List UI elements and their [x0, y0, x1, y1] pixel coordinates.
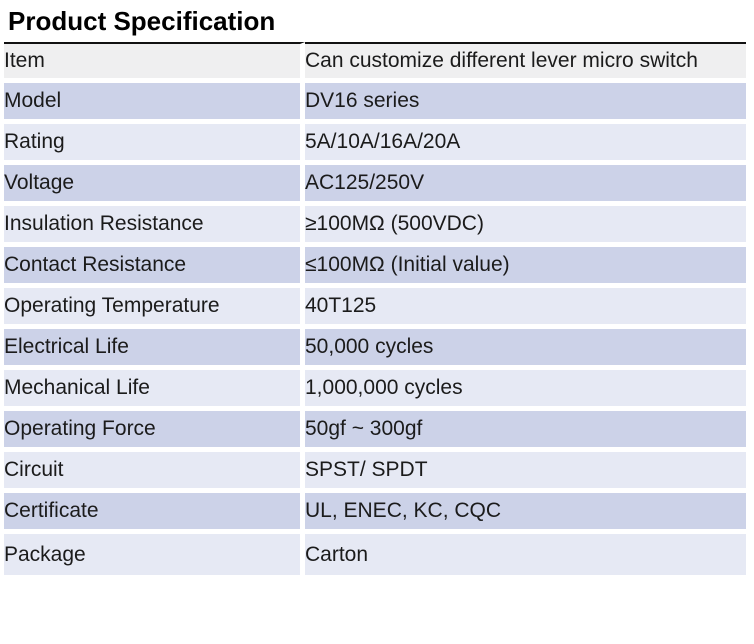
- spec-value: AC125/250V: [305, 165, 746, 207]
- table-row: Circuit SPST/ SPDT: [4, 452, 746, 494]
- spec-value: UL, ENEC, KC, CQC: [305, 493, 746, 535]
- spec-value: SPST/ SPDT: [305, 452, 746, 494]
- spec-value: 40T125: [305, 288, 746, 330]
- table-row: Item Can customize different lever micro…: [4, 42, 746, 84]
- table-row: Insulation Resistance ≥100MΩ (500VDC): [4, 206, 746, 248]
- page-title: Product Specification: [8, 6, 276, 36]
- table-row: Electrical Life 50,000 cycles: [4, 329, 746, 371]
- spec-label: Voltage: [4, 165, 305, 207]
- specification-table: Item Can customize different lever micro…: [4, 42, 746, 576]
- table-row: Rating 5A/10A/16A/20A: [4, 124, 746, 166]
- spec-value: Carton: [305, 534, 746, 576]
- spec-label: Model: [4, 83, 305, 125]
- spec-value: 5A/10A/16A/20A: [305, 124, 746, 166]
- spec-value: Can customize different lever micro swit…: [305, 42, 746, 84]
- spec-value: ≤100MΩ (Initial value): [305, 247, 746, 289]
- spec-label: Operating Temperature: [4, 288, 305, 330]
- spec-label: Insulation Resistance: [4, 206, 305, 248]
- spec-label: Item: [4, 42, 305, 84]
- spec-label: Rating: [4, 124, 305, 166]
- table-row: Contact Resistance ≤100MΩ (Initial value…: [4, 247, 746, 289]
- spec-label: Electrical Life: [4, 329, 305, 371]
- spec-label: Circuit: [4, 452, 305, 494]
- product-specification-page: Product Specification Item Can customize…: [0, 6, 754, 644]
- table-row: Model DV16 series: [4, 83, 746, 125]
- spec-value: ≥100MΩ (500VDC): [305, 206, 746, 248]
- table-row: Package Carton: [4, 534, 746, 576]
- spec-label: Mechanical Life: [4, 370, 305, 412]
- table-row: Certificate UL, ENEC, KC, CQC: [4, 493, 746, 535]
- spec-label: Package: [4, 534, 305, 576]
- spec-value: DV16 series: [305, 83, 746, 125]
- table-row: Operating Force 50gf ~ 300gf: [4, 411, 746, 453]
- spec-value: 50,000 cycles: [305, 329, 746, 371]
- spec-value: 1,000,000 cycles: [305, 370, 746, 412]
- table-row: Operating Temperature 40T125: [4, 288, 746, 330]
- table-row: Mechanical Life 1,000,000 cycles: [4, 370, 746, 412]
- spec-label: Operating Force: [4, 411, 305, 453]
- spec-label: Certificate: [4, 493, 305, 535]
- spec-label: Contact Resistance: [4, 247, 305, 289]
- spec-value: 50gf ~ 300gf: [305, 411, 746, 453]
- table-row: Voltage AC125/250V: [4, 165, 746, 207]
